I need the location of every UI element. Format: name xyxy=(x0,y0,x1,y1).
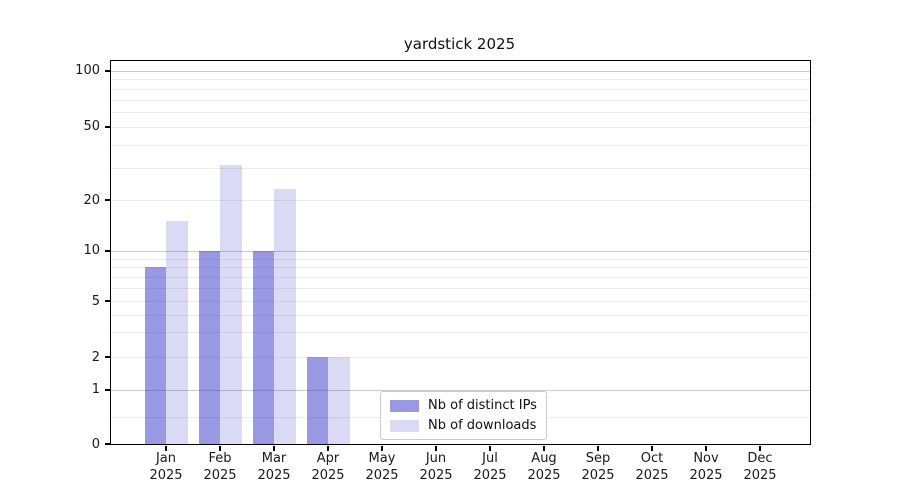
x-tick-year: 2025 xyxy=(203,468,237,483)
x-tick-mark xyxy=(489,445,491,451)
minor-gridline xyxy=(111,88,810,90)
x-tick-year: 2025 xyxy=(473,468,507,483)
y-tick-label: 20 xyxy=(83,192,100,208)
x-tick-mark xyxy=(543,445,545,451)
x-tick-mark xyxy=(219,445,221,451)
bar-downloads-feb xyxy=(220,165,242,444)
y-tick-label: 100 xyxy=(75,63,100,79)
legend-label-distinct-ips: Nb of distinct IPs xyxy=(428,398,537,413)
legend-item-distinct-ips: Nb of distinct IPs xyxy=(390,397,537,414)
y-tick-mark xyxy=(104,250,110,252)
x-tick-label: May 2025 xyxy=(352,450,412,484)
chart-title: yardstick 2025 xyxy=(403,35,516,53)
major-gridline xyxy=(111,250,810,252)
x-tick-mark xyxy=(759,445,761,451)
minor-gridline xyxy=(111,357,810,359)
x-tick-label: Oct 2025 xyxy=(622,450,682,484)
x-tick-label: Jun 2025 xyxy=(406,450,466,484)
minor-gridline xyxy=(111,332,810,334)
x-tick-label: Dec 2025 xyxy=(730,450,790,484)
x-tick-year: 2025 xyxy=(257,468,291,483)
minor-gridline xyxy=(111,126,810,128)
x-tick-label: Mar 2025 xyxy=(244,450,304,484)
x-tick-mark xyxy=(435,445,437,451)
x-tick-year: 2025 xyxy=(581,468,615,483)
minor-gridline xyxy=(111,267,810,269)
x-tick-label: Feb 2025 xyxy=(190,450,250,484)
bar-distinct-ips-apr xyxy=(306,357,328,444)
x-tick-mark xyxy=(381,445,383,451)
minor-gridline xyxy=(111,287,810,289)
y-tick-mark xyxy=(104,300,110,302)
legend: Nb of distinct IPs Nb of downloads xyxy=(380,391,547,440)
minor-gridline xyxy=(111,314,810,316)
y-tick-label: 5 xyxy=(91,293,100,309)
x-tick-year: 2025 xyxy=(743,468,777,483)
minor-gridline xyxy=(111,167,810,169)
major-gridline xyxy=(111,389,810,391)
x-tick-label: Apr 2025 xyxy=(298,450,358,484)
minor-gridline xyxy=(111,99,810,101)
y-tick-label: 10 xyxy=(83,243,100,259)
y-tick-mark xyxy=(104,126,110,128)
minor-gridline xyxy=(111,144,810,146)
x-tick-mark xyxy=(651,445,653,451)
y-tick-mark xyxy=(104,443,110,445)
x-tick-year: 2025 xyxy=(149,468,183,483)
y-tick-mark xyxy=(104,199,110,201)
bar-distinct-ips-feb xyxy=(198,250,220,444)
legend-swatch-downloads xyxy=(390,419,419,432)
x-tick-mark xyxy=(165,445,167,451)
x-tick-mark xyxy=(327,445,329,451)
minor-gridline xyxy=(111,276,810,278)
x-tick-year: 2025 xyxy=(527,468,561,483)
minor-gridline xyxy=(111,200,810,202)
x-tick-label: Nov 2025 xyxy=(676,450,736,484)
y-tick-label: 0 xyxy=(91,436,100,452)
y-tick-label: 2 xyxy=(91,349,100,365)
y-tick-label: 50 xyxy=(83,119,100,135)
legend-swatch-distinct-ips xyxy=(390,399,419,412)
bar-downloads-mar xyxy=(274,188,296,444)
bar-distinct-ips-jan xyxy=(144,267,166,444)
y-tick-mark xyxy=(104,356,110,358)
x-tick-year: 2025 xyxy=(311,468,345,483)
x-tick-year: 2025 xyxy=(689,468,723,483)
legend-item-downloads: Nb of downloads xyxy=(390,417,537,434)
x-tick-year: 2025 xyxy=(419,468,453,483)
major-gridline xyxy=(111,70,810,72)
minor-gridline xyxy=(111,112,810,114)
legend-label-downloads: Nb of downloads xyxy=(428,418,537,433)
minor-gridline xyxy=(111,258,810,260)
x-tick-mark xyxy=(273,445,275,451)
minor-gridline xyxy=(111,301,810,303)
x-tick-label: Aug 2025 xyxy=(514,450,574,484)
x-tick-label: Jan 2025 xyxy=(136,450,196,484)
y-tick-mark xyxy=(104,389,110,391)
bar-downloads-jan xyxy=(166,221,188,444)
x-tick-label: Sep 2025 xyxy=(568,450,628,484)
x-tick-label: Jul 2025 xyxy=(460,450,520,484)
x-tick-year: 2025 xyxy=(365,468,399,483)
y-tick-label: 1 xyxy=(91,382,100,398)
x-tick-year: 2025 xyxy=(635,468,669,483)
y-tick-mark xyxy=(104,70,110,72)
plot-area: 0 1 2 5 10 20 50 100 Jan 2025 Feb 2025 Mar 2025 Apr 202… xyxy=(75,60,811,483)
minor-gridline xyxy=(111,79,810,81)
x-tick-mark xyxy=(705,445,707,451)
bar-downloads-apr xyxy=(328,357,350,444)
x-tick-mark xyxy=(597,445,599,451)
bar-distinct-ips-mar xyxy=(252,250,274,444)
